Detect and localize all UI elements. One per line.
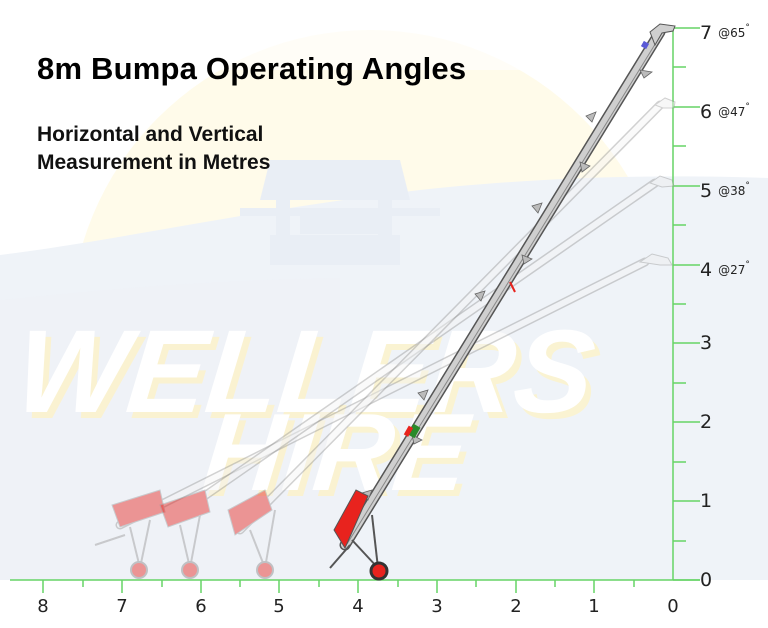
x-label-5: 5 — [273, 596, 285, 617]
x-label-7: 7 — [116, 596, 128, 617]
x-label-1: 1 — [588, 596, 600, 617]
wheel-icon — [369, 561, 389, 581]
y-label-1: 1 — [700, 490, 713, 512]
watermark-text: WELLERS WELLERS HIRE HIRE — [10, 306, 606, 520]
conveyor-27deg — [94, 253, 673, 579]
y-label-3: 3 — [700, 332, 713, 354]
svg-text:WELLERS: WELLERS — [15, 312, 606, 444]
y-label-7: 7 @65° — [700, 22, 750, 44]
y-label-2: 2 — [700, 411, 713, 433]
x-label-8: 8 — [37, 596, 49, 617]
conveyor-65deg — [329, 23, 676, 581]
x-label-6: 6 — [195, 596, 207, 617]
x-label-4: 4 — [352, 596, 364, 617]
y-label-5: 5 @38° — [700, 180, 750, 202]
building-icon — [240, 160, 440, 265]
svg-text:WELLERS: WELLERS — [10, 306, 601, 438]
svg-text:HIRE: HIRE — [203, 397, 482, 520]
x-label-2: 2 — [510, 596, 522, 617]
y-label-4: 4 @27° — [700, 259, 750, 281]
y-label-6: 6 @47° — [700, 101, 750, 123]
page-title: 8m Bumpa Operating Angles — [37, 51, 467, 86]
x-label-0: 0 — [667, 596, 679, 617]
conveyor-47deg — [227, 97, 676, 579]
y-label-0: 0 — [700, 569, 713, 591]
page-subtitle: Horizontal and Vertical Measurement in M… — [37, 123, 271, 174]
conveyor-38deg — [159, 175, 675, 579]
x-label-3: 3 — [431, 596, 443, 617]
